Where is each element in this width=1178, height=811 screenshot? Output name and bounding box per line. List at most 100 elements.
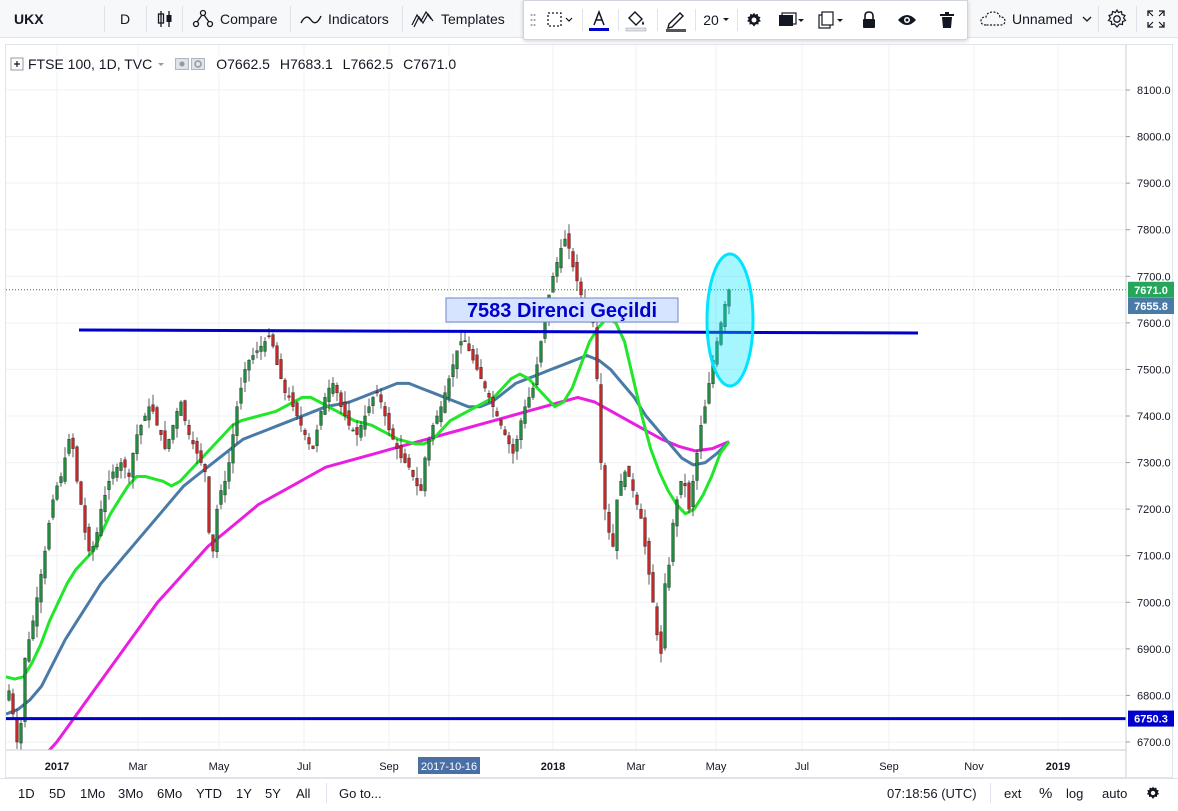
- price-axis[interactable]: 6700.0 6800.0 6900.0 7000.0 7100.0 7200.0 7300…: [1126, 85, 1171, 749]
- range-ytd[interactable]: YTD: [196, 785, 222, 801]
- font-size-button[interactable]: 20: [699, 1, 735, 39]
- range-1mo[interactable]: 1Mo: [80, 785, 106, 801]
- candle-body: [295, 402, 299, 417]
- time-tick-label: 2018: [541, 761, 565, 773]
- toolbar-divider: [657, 9, 658, 31]
- range-3mo[interactable]: 3Mo: [118, 785, 144, 801]
- candle-body: [255, 350, 259, 353]
- candle-body: [379, 394, 383, 403]
- candle-body: [411, 470, 415, 477]
- time-tick-label: Mar: [627, 761, 646, 773]
- chart-pane[interactable]: [5, 44, 1173, 778]
- drawing-settings-button[interactable]: [739, 1, 769, 39]
- drag-handle[interactable]: [528, 1, 538, 39]
- line-color-button[interactable]: [660, 1, 692, 39]
- candle-body: [679, 481, 683, 495]
- high-value: H7683.1: [279, 56, 333, 72]
- hide-button[interactable]: [892, 1, 922, 39]
- time-tick-label: 2019: [1046, 761, 1070, 773]
- candle-body: [407, 457, 411, 468]
- candle-body: [47, 522, 51, 550]
- candle-body: [203, 464, 207, 473]
- candle-body: [79, 481, 83, 505]
- range-all[interactable]: All: [296, 785, 311, 801]
- candle-body: [75, 446, 79, 482]
- price-tick-label: 7200.0: [1137, 504, 1171, 516]
- toolbar-divider: [1098, 6, 1099, 32]
- chevron-down-icon[interactable]: [155, 58, 167, 70]
- templates-button[interactable]: Templates: [411, 0, 505, 38]
- time-axis[interactable]: 2017 Mar May Jul Sep 2017-10-16 2018 Mar May Jul S…: [45, 757, 1070, 774]
- indicators-button[interactable]: Indicators: [300, 0, 389, 38]
- chart-style-button[interactable]: [155, 0, 175, 38]
- time-tick-label: Mar: [129, 761, 148, 773]
- toolbar-divider: [326, 783, 327, 803]
- range-5d[interactable]: 5D: [49, 785, 66, 801]
- ma-slow-line: [47, 395, 730, 750]
- expand-icon[interactable]: [10, 57, 24, 71]
- symbol-title[interactable]: FTSE 100, 1D, TVC: [28, 56, 153, 72]
- range-6mo[interactable]: 6Mo: [157, 785, 183, 801]
- gear-icon[interactable]: [191, 58, 206, 70]
- price-tick-label: 7800.0: [1137, 225, 1171, 237]
- interval-button[interactable]: D: [120, 11, 131, 27]
- toolbar-divider: [290, 6, 291, 32]
- price-tick-label: 8000.0: [1137, 132, 1171, 144]
- delete-button[interactable]: [930, 1, 964, 39]
- candle-body: [511, 444, 515, 454]
- log-scale-toggle[interactable]: log: [1066, 785, 1084, 801]
- ma-price-label: 7655.8: [1134, 301, 1168, 313]
- candle-body: [503, 429, 507, 435]
- candle-body: [211, 534, 215, 552]
- visual-order-button[interactable]: [774, 1, 808, 39]
- candle-body: [243, 369, 247, 383]
- range-1y[interactable]: 1Y: [236, 785, 252, 801]
- last-price-label-bg: [1128, 281, 1174, 298]
- settings-button[interactable]: [1106, 0, 1128, 38]
- candle-body: [559, 248, 563, 269]
- visibility-range-button[interactable]: [542, 1, 578, 39]
- lock-button[interactable]: [854, 1, 884, 39]
- time-crosshair-label-bg: [418, 757, 480, 774]
- candle-body: [699, 425, 703, 451]
- candle-body: [451, 364, 455, 377]
- range-5y[interactable]: 5Y: [265, 785, 281, 801]
- price-tick-label: 7000.0: [1137, 597, 1171, 609]
- candle-body: [675, 499, 679, 527]
- ext-hours-toggle[interactable]: ext: [1004, 785, 1022, 801]
- candle-body: [691, 481, 695, 507]
- candle-body: [703, 406, 707, 424]
- clock[interactable]: 07:18:56 (UTC): [887, 785, 977, 801]
- goto-button[interactable]: Go to...: [339, 785, 382, 801]
- fullscreen-button[interactable]: [1146, 0, 1166, 38]
- text-color-button[interactable]: [584, 1, 614, 39]
- range-1d[interactable]: 1D: [18, 785, 35, 801]
- auto-scale-toggle[interactable]: auto: [1102, 785, 1128, 801]
- candle-body: [11, 693, 15, 715]
- candle-body: [387, 412, 391, 431]
- last-price-label: 7671.0: [1134, 285, 1168, 297]
- eye-icon[interactable]: [175, 58, 190, 70]
- candle-body: [383, 406, 387, 417]
- candle-body: [499, 419, 503, 426]
- candle-body: [651, 572, 655, 603]
- candle-body: [119, 462, 123, 471]
- candle-body: [599, 384, 603, 463]
- clone-button[interactable]: [814, 1, 848, 39]
- chart-settings-button[interactable]: [1145, 779, 1161, 807]
- compare-icon: [192, 9, 214, 28]
- candle-body: [167, 439, 171, 449]
- fill-color-button[interactable]: [621, 1, 651, 39]
- symbol-search[interactable]: UKX: [14, 11, 44, 27]
- highlight-ellipse: [705, 252, 755, 388]
- percent-scale-toggle[interactable]: %: [1039, 784, 1053, 802]
- candle-body: [671, 522, 675, 562]
- candle-body: [339, 392, 343, 407]
- price-tick-label: 8100.0: [1137, 85, 1171, 97]
- candle-body: [191, 440, 195, 445]
- candle-body: [59, 476, 63, 483]
- candle-body: [323, 397, 327, 415]
- compare-button[interactable]: Compare: [192, 0, 278, 38]
- layout-menu-button[interactable]: Unnamed: [980, 0, 1097, 38]
